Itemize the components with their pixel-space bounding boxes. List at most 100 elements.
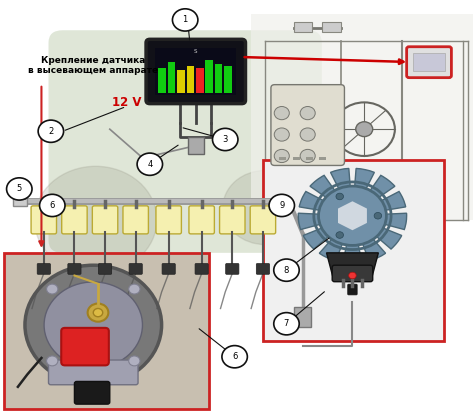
FancyBboxPatch shape: [271, 85, 345, 166]
Bar: [292, 157, 300, 160]
Bar: [215, 64, 222, 93]
Circle shape: [222, 346, 247, 368]
FancyBboxPatch shape: [219, 206, 245, 234]
Circle shape: [269, 194, 294, 217]
Circle shape: [46, 284, 58, 294]
Bar: [205, 60, 213, 93]
Bar: [293, 22, 312, 32]
Circle shape: [88, 303, 109, 322]
Text: 8: 8: [284, 266, 289, 275]
Text: 12 V: 12 V: [111, 96, 141, 109]
Wedge shape: [298, 213, 353, 229]
FancyBboxPatch shape: [195, 264, 208, 274]
Circle shape: [7, 178, 32, 200]
Circle shape: [274, 149, 289, 163]
Circle shape: [336, 193, 344, 200]
Wedge shape: [353, 213, 407, 229]
Circle shape: [349, 272, 356, 279]
Wedge shape: [330, 168, 353, 216]
Text: 4: 4: [147, 160, 153, 169]
Text: 3: 3: [222, 135, 228, 144]
Circle shape: [173, 9, 198, 31]
FancyBboxPatch shape: [162, 264, 175, 274]
FancyBboxPatch shape: [48, 30, 322, 253]
Text: 6: 6: [232, 352, 237, 361]
Bar: [279, 157, 286, 160]
Bar: [158, 68, 166, 93]
FancyBboxPatch shape: [31, 206, 56, 234]
FancyBboxPatch shape: [68, 264, 81, 274]
Wedge shape: [343, 216, 362, 263]
Bar: [196, 68, 203, 93]
Circle shape: [336, 232, 344, 238]
FancyBboxPatch shape: [99, 264, 112, 274]
FancyBboxPatch shape: [74, 381, 110, 404]
Bar: [306, 157, 313, 160]
Text: 5: 5: [17, 184, 22, 193]
FancyBboxPatch shape: [407, 47, 451, 78]
Bar: [293, 307, 311, 327]
Text: 1: 1: [182, 15, 188, 24]
FancyBboxPatch shape: [61, 328, 109, 365]
Wedge shape: [353, 191, 406, 216]
Circle shape: [38, 120, 64, 142]
FancyBboxPatch shape: [129, 264, 142, 274]
Wedge shape: [353, 216, 385, 261]
Circle shape: [35, 166, 157, 273]
Wedge shape: [353, 168, 374, 216]
FancyBboxPatch shape: [156, 206, 182, 234]
Bar: [263, 160, 444, 342]
Bar: [319, 157, 326, 160]
FancyBboxPatch shape: [348, 284, 357, 295]
Wedge shape: [299, 191, 353, 216]
Circle shape: [93, 308, 103, 317]
FancyBboxPatch shape: [332, 265, 373, 282]
Circle shape: [274, 259, 299, 281]
Bar: [13, 196, 27, 206]
FancyBboxPatch shape: [146, 39, 246, 104]
FancyBboxPatch shape: [256, 264, 270, 274]
Circle shape: [300, 128, 315, 141]
Circle shape: [44, 282, 143, 368]
FancyBboxPatch shape: [123, 206, 148, 234]
Circle shape: [46, 356, 58, 366]
Circle shape: [212, 128, 238, 151]
Circle shape: [128, 356, 140, 366]
Text: 2: 2: [48, 127, 54, 136]
Circle shape: [274, 128, 289, 141]
FancyBboxPatch shape: [37, 264, 50, 274]
FancyBboxPatch shape: [189, 206, 214, 234]
Circle shape: [39, 194, 65, 217]
Wedge shape: [353, 216, 402, 249]
Bar: [187, 66, 194, 93]
Circle shape: [300, 107, 315, 120]
Circle shape: [356, 122, 373, 137]
Bar: [4, 253, 209, 410]
Text: 6: 6: [50, 201, 55, 210]
FancyBboxPatch shape: [48, 360, 138, 385]
Circle shape: [274, 312, 299, 335]
Circle shape: [25, 265, 162, 385]
Circle shape: [274, 107, 289, 120]
Bar: [155, 48, 236, 95]
Circle shape: [300, 149, 315, 163]
Circle shape: [319, 186, 386, 245]
Circle shape: [223, 171, 308, 244]
Polygon shape: [327, 253, 378, 280]
Text: 9: 9: [279, 201, 284, 210]
Bar: [224, 66, 232, 93]
Wedge shape: [310, 176, 353, 216]
Bar: [188, 137, 204, 154]
Polygon shape: [337, 200, 368, 232]
Circle shape: [137, 153, 163, 176]
FancyBboxPatch shape: [62, 206, 87, 234]
Text: 7: 7: [284, 319, 289, 328]
FancyBboxPatch shape: [92, 206, 118, 234]
Wedge shape: [319, 216, 353, 261]
Text: S: S: [194, 49, 198, 54]
FancyBboxPatch shape: [250, 206, 276, 234]
Circle shape: [374, 212, 382, 219]
Bar: [251, 14, 473, 220]
Bar: [413, 54, 445, 71]
FancyBboxPatch shape: [226, 264, 239, 274]
